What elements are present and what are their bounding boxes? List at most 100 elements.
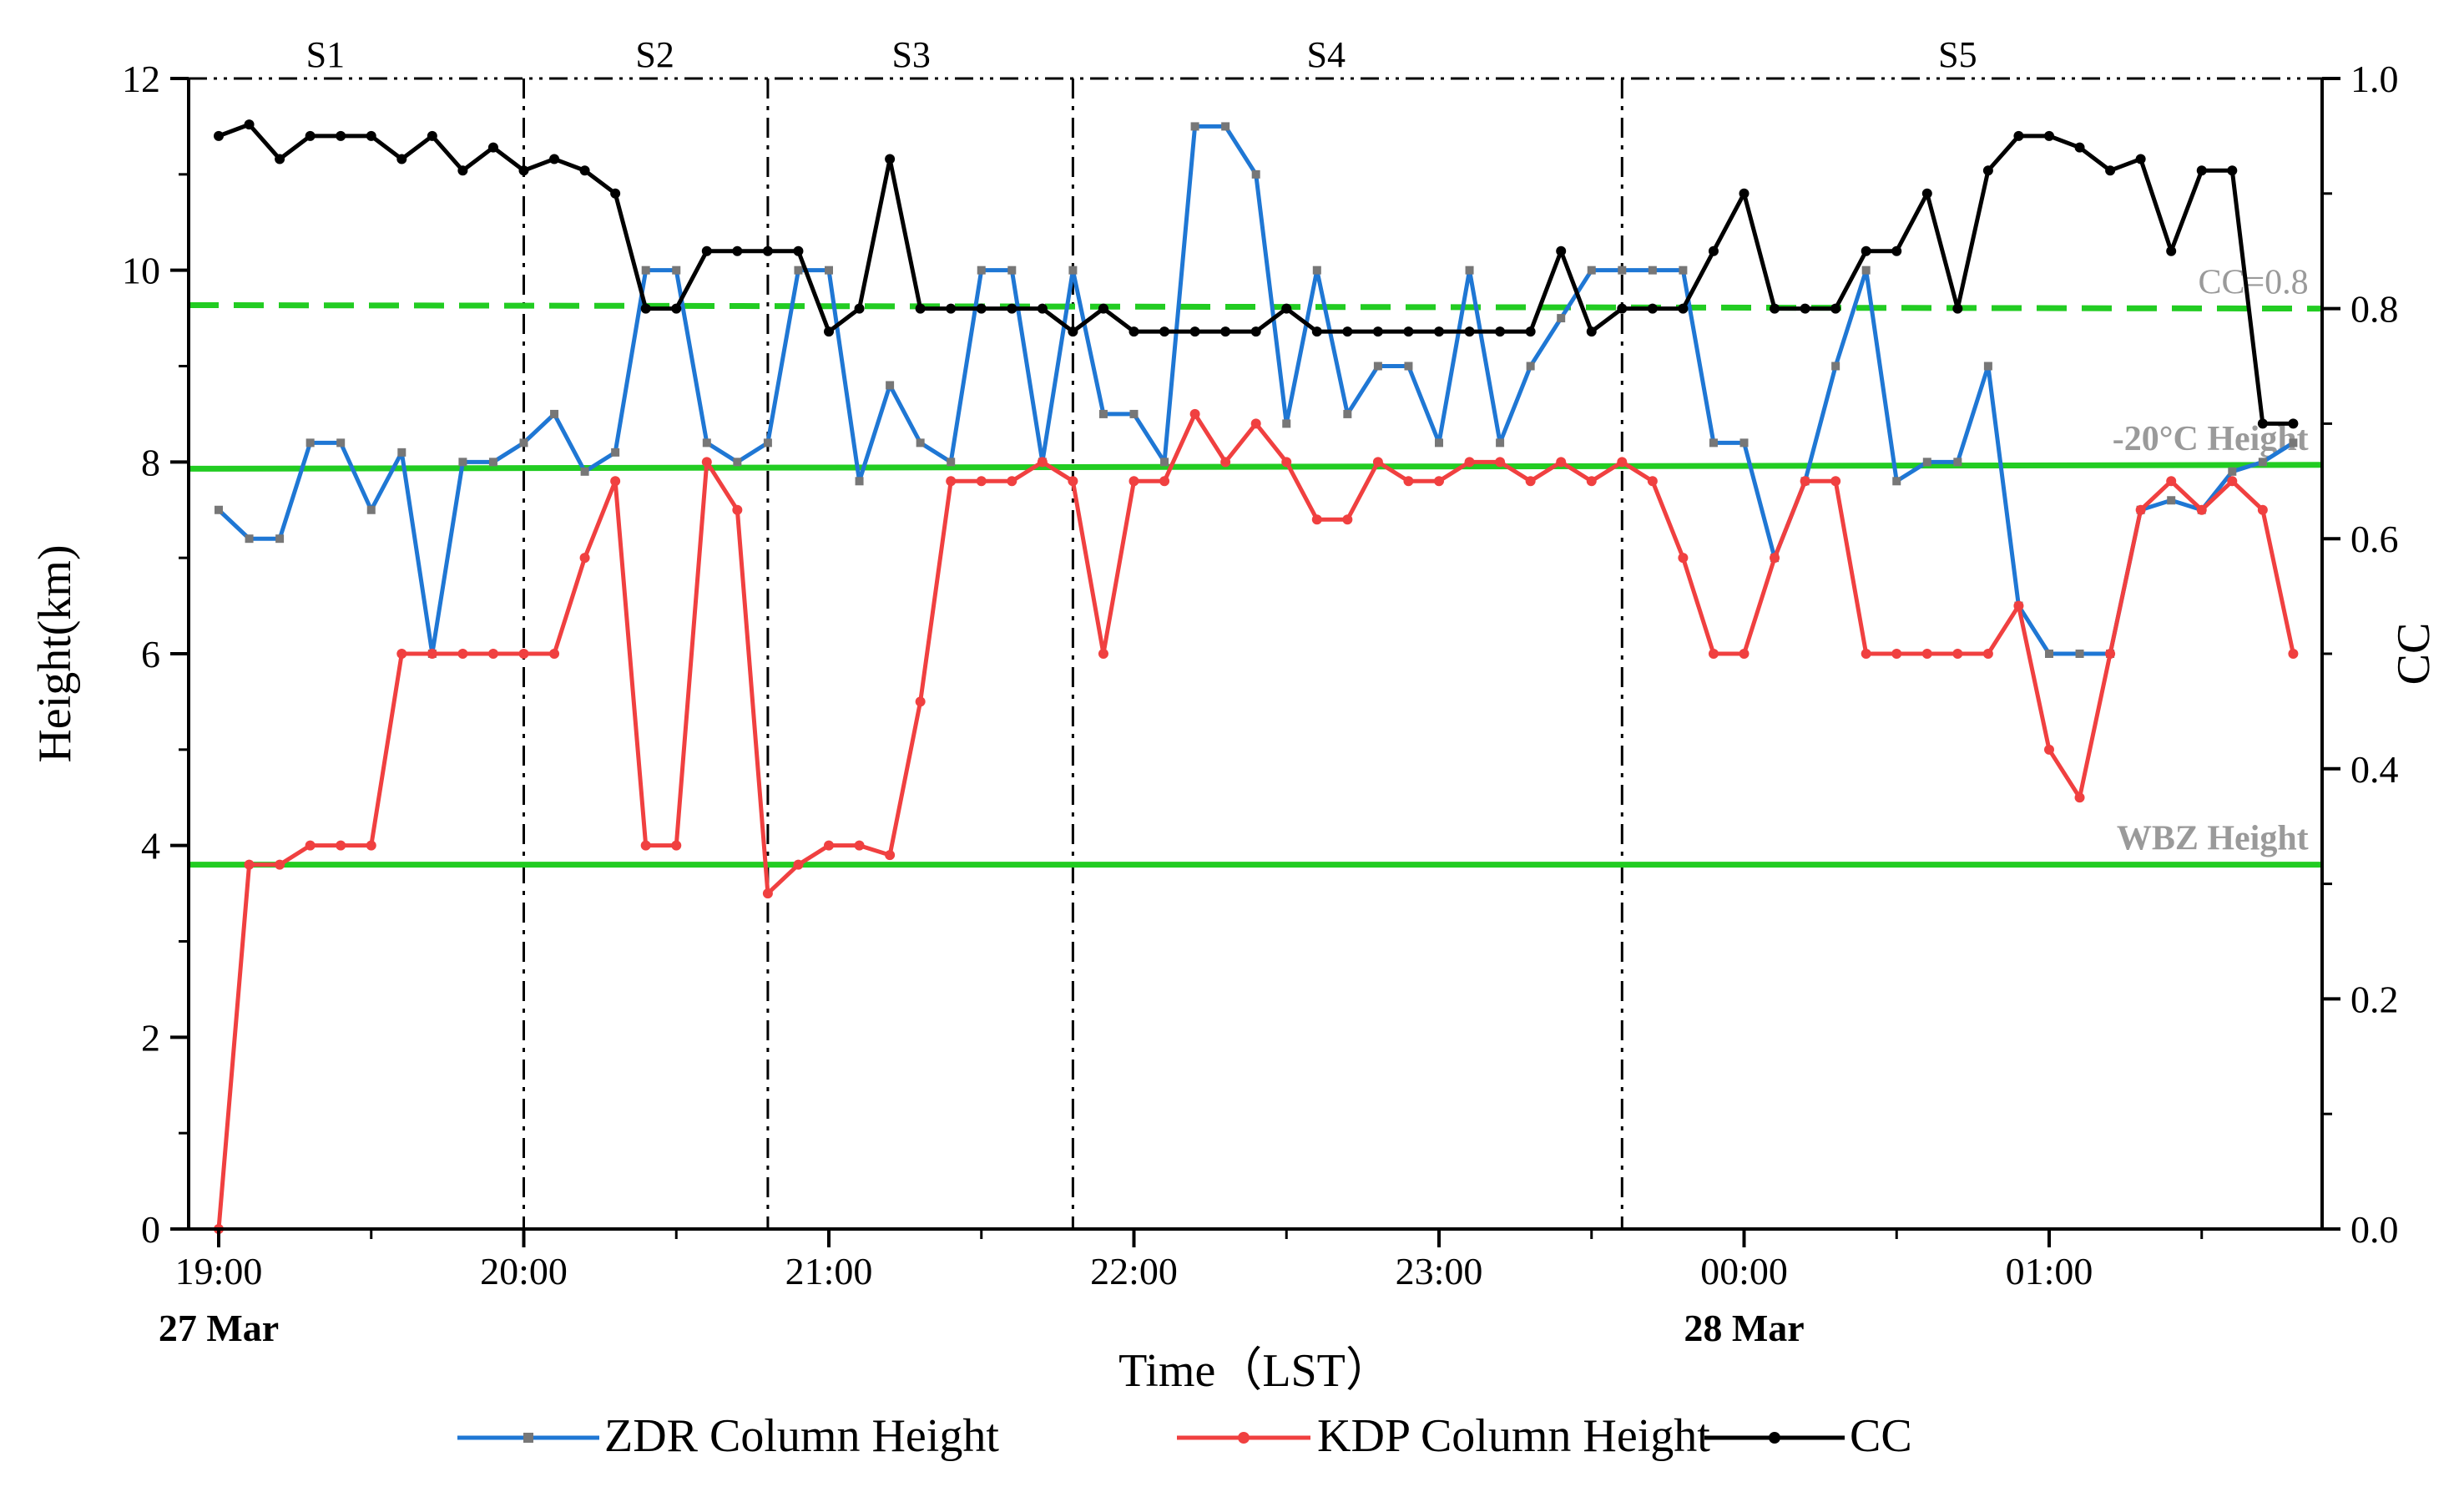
data-point (1739, 188, 1750, 199)
data-point (1220, 326, 1231, 337)
x-tick-label: 21:00 (785, 1250, 873, 1292)
data-point (305, 438, 315, 448)
data-point (1983, 362, 1992, 371)
data-point (457, 649, 468, 659)
legend-label: ZDR Column Height (604, 1410, 999, 1462)
data-point (1678, 303, 1689, 314)
data-point (1189, 326, 1200, 337)
data-point (1708, 245, 1719, 256)
data-point (1739, 649, 1750, 659)
y-left-tick-label: 6 (141, 633, 160, 675)
data-point (1921, 188, 1932, 199)
data-point (275, 534, 285, 544)
data-point (2227, 165, 2238, 176)
data-point (1250, 326, 1261, 337)
data-point (1861, 245, 1871, 256)
data-point (1403, 476, 1414, 487)
data-point (1129, 409, 1139, 418)
y-right-tick-label: 0.2 (2350, 978, 2399, 1020)
y-left-tick-label: 12 (122, 58, 160, 100)
data-point (1068, 266, 1078, 275)
data-point (1830, 476, 1841, 487)
data-point (549, 649, 560, 659)
stage-label: S1 (306, 34, 345, 75)
data-point (2289, 438, 2298, 448)
data-point (579, 165, 590, 176)
data-point (487, 649, 498, 659)
data-point (916, 438, 925, 448)
data-point (549, 154, 560, 164)
data-point (1434, 476, 1444, 487)
data-point (2228, 467, 2237, 476)
data-point (854, 303, 865, 314)
data-point (1678, 553, 1689, 564)
data-point (336, 438, 346, 448)
labels-group: Time（LST） Height(km) CC (29, 544, 2440, 1397)
data-point (1311, 326, 1322, 337)
data-point (701, 457, 712, 468)
data-point (1952, 303, 1963, 314)
data-point (1435, 438, 1443, 448)
data-point (1068, 326, 1078, 337)
data-point (1190, 122, 1199, 131)
stage-label: S4 (1307, 34, 1346, 75)
data-point (1037, 303, 1048, 314)
reference-line (188, 301, 2323, 312)
data-point (1250, 418, 1261, 429)
data-point (824, 326, 834, 337)
data-point (794, 266, 803, 275)
data-point (915, 696, 926, 707)
data-point (977, 266, 986, 275)
data-point (1982, 165, 1993, 176)
y-right-tick-label: 0.4 (2350, 748, 2399, 791)
data-point (1128, 326, 1139, 337)
data-point (1830, 303, 1841, 314)
reference-line-label: CC=0.8 (2198, 264, 2308, 302)
data-point (1800, 476, 1810, 487)
data-point (2257, 504, 2268, 515)
data-point (2227, 476, 2238, 487)
y-right-tick-label: 1.0 (2350, 58, 2399, 100)
data-point (1831, 362, 1840, 371)
data-point (793, 245, 804, 256)
data-point (1952, 649, 1963, 659)
legend-label: KDP Column Height (1317, 1410, 1710, 1462)
data-point (1526, 362, 1535, 371)
data-point (1709, 438, 1718, 448)
data-point (946, 303, 957, 314)
data-point (214, 130, 224, 141)
reference-line (188, 462, 2323, 472)
data-point (640, 840, 651, 851)
data-point (1068, 476, 1078, 487)
data-point (1098, 303, 1108, 314)
legend-marker (523, 1433, 533, 1443)
data-point (1679, 266, 1688, 275)
data-point (1343, 409, 1352, 418)
data-point (1556, 245, 1567, 256)
data-point (1770, 303, 1780, 314)
data-point (732, 504, 743, 515)
data-point (1007, 266, 1017, 275)
data-point (1617, 303, 1628, 314)
data-point (1557, 314, 1566, 323)
data-point (1098, 649, 1108, 659)
data-point (793, 859, 804, 870)
data-point (580, 467, 589, 476)
y-left-tick-label: 2 (141, 1016, 160, 1059)
y-right-tick-label: 0.0 (2350, 1208, 2399, 1251)
data-point (885, 154, 896, 164)
x-tick-label: 20:00 (480, 1250, 568, 1292)
data-point (672, 266, 681, 275)
x-tick-label: 23:00 (1396, 1250, 1483, 1292)
data-point (1587, 266, 1596, 275)
data-point (1495, 457, 1506, 468)
axes-group: 19:00 27 Mar 20:00 21:00 22:00 23:00 00:00 28 M… (122, 58, 2399, 1349)
x-tick-label: 00:00 (1700, 1250, 1788, 1292)
data-point (976, 476, 987, 487)
data-point (976, 303, 987, 314)
data-point (1892, 477, 1901, 486)
data-point (1556, 457, 1567, 468)
data-point (518, 165, 529, 176)
data-point (397, 448, 406, 457)
data-point (611, 448, 620, 457)
